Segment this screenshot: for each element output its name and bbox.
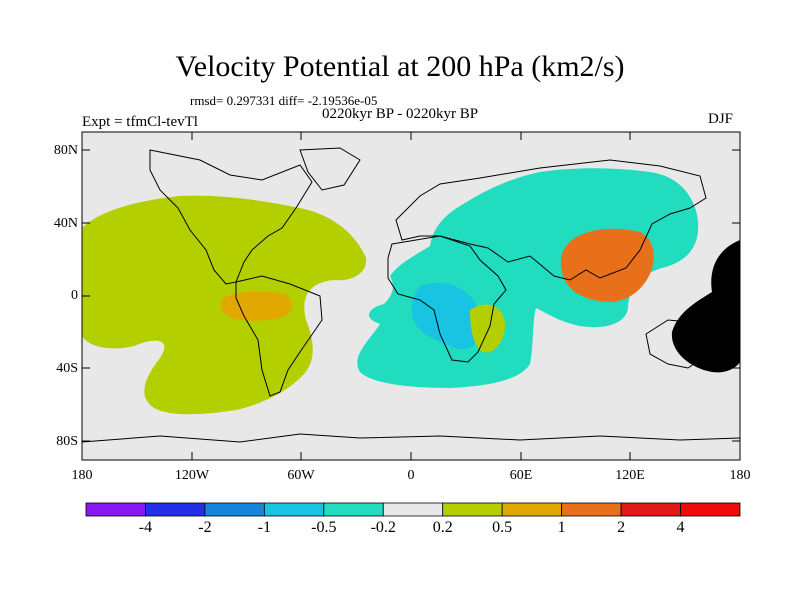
coastlines [82, 147, 740, 443]
colorbar-swatch-5 [382, 502, 444, 517]
map-region-5 [560, 228, 654, 302]
lon-label-120w: 120W [174, 468, 210, 483]
colorbar-label-3: -0.5 [311, 519, 337, 536]
lon-label-180e: 180 [729, 468, 751, 483]
colorbar-swatch-3 [263, 502, 325, 517]
lat-label-0: 0 [71, 288, 78, 303]
antarctica-coastline [82, 433, 740, 443]
colorbar [85, 502, 741, 517]
lon-label-180w: 180 [71, 468, 93, 483]
map-region-7 [716, 319, 728, 333]
season-label: DJF [708, 111, 734, 127]
north-america-coastline [149, 149, 313, 285]
lon-label-60e: 60E [509, 468, 533, 483]
south-america-coastline [235, 275, 323, 397]
lat-label-40n: 40N [53, 216, 78, 231]
colorbar-swatch-0 [85, 502, 146, 517]
colorbar-swatch-7 [501, 502, 563, 517]
map-region-6 [671, 240, 740, 373]
colorbar-label-4: -0.2 [370, 519, 396, 536]
map-region-4 [470, 304, 506, 353]
lon-label-60w: 60W [287, 468, 315, 483]
map-region-3 [411, 282, 483, 350]
time-period-label: 0220kyr BP - 0220kyr BP [322, 106, 479, 122]
colorbar-swatch-9 [620, 502, 681, 517]
colorbar-label-0: -4 [138, 519, 153, 536]
colorbar-label-8: 2 [617, 519, 626, 536]
rmsd-diff-stats: rmsd= 0.297331 diff= -2.19536e-05 [190, 93, 378, 108]
colorbar-label-9: 4 [676, 519, 685, 536]
lon-label-0: 0 [407, 468, 415, 483]
greenland-coastline [299, 147, 361, 191]
colorbar-label-1: -2 [198, 519, 212, 536]
plot-title: Velocity Potential at 200 hPa (km2/s) [175, 50, 625, 83]
colorbar-swatch-8 [561, 502, 622, 517]
colorbar-label-2: -1 [257, 519, 272, 536]
colorbar-swatch-2 [204, 502, 265, 517]
axis-ticks [81, 132, 741, 460]
colorbar-label-6: 0.5 [492, 519, 513, 536]
australia-coastline [645, 319, 709, 369]
colorbar-swatch-10 [680, 502, 741, 517]
europe-asia-coastline [395, 159, 707, 281]
colorbar-label-7: 1 [557, 519, 566, 536]
map-region-1 [220, 291, 293, 321]
colorbar-swatch-1 [145, 502, 206, 517]
lat-label-80n: 80N [53, 143, 78, 158]
colorbar-swatch-4 [323, 502, 384, 517]
lat-label-80s: 80S [56, 434, 78, 449]
experiment-label: Expt = tfmCl-tevTl [82, 114, 198, 130]
africa-coastline [387, 235, 507, 363]
lon-label-120e: 120E [615, 468, 645, 483]
lat-label-40s: 40S [56, 361, 78, 376]
colorbar-swatch-6 [442, 502, 503, 517]
colorbar-label-5: 0.2 [432, 519, 453, 536]
